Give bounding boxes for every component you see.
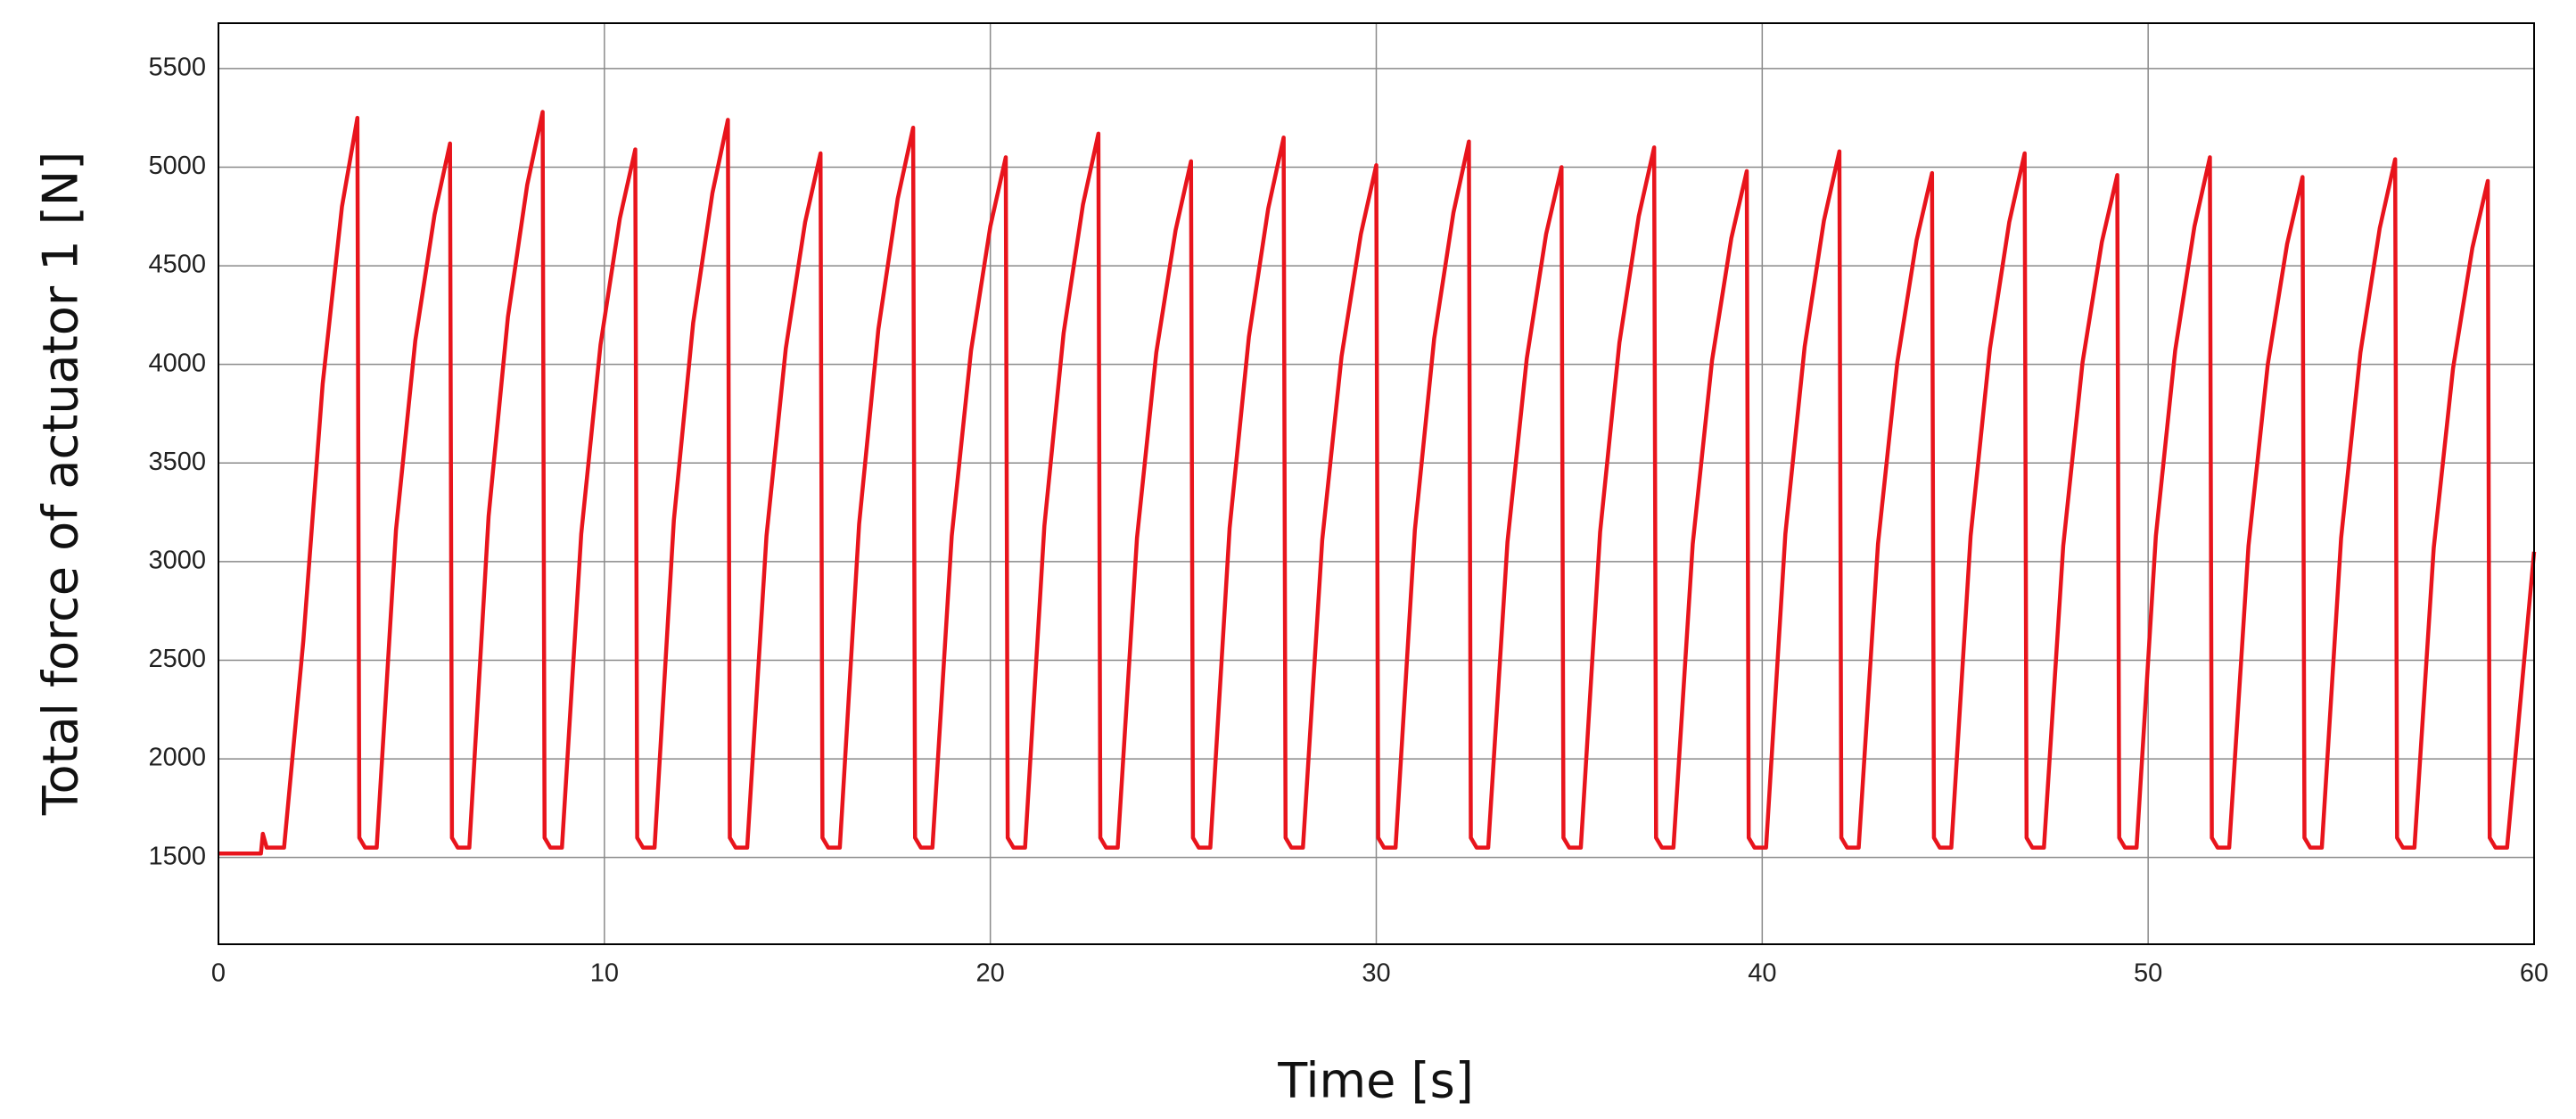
plot-area	[218, 110, 2537, 856]
y-tick-label: 4500	[148, 251, 206, 279]
x-axis-title: Time [s]	[1277, 1053, 1474, 1109]
y-tick-label: 4000	[148, 349, 206, 377]
x-tick-label: 0	[211, 959, 226, 988]
y-axis-title: Total force of actuator 1 [N]	[33, 152, 89, 817]
x-tick-label: 40	[1748, 959, 1776, 988]
tick-labels: 0 10 20 30 40 50 60 1500 2000 2500 3000 3500 4000 450…	[148, 53, 2548, 988]
x-tick-label: 20	[976, 959, 1005, 988]
x-tick-label: 10	[590, 959, 619, 988]
y-tick-label: 5000	[148, 152, 206, 180]
y-tick-label: 3000	[148, 547, 206, 575]
y-tick-label: 1500	[148, 842, 206, 870]
y-tick-label: 2000	[148, 744, 206, 772]
y-tick-label: 3500	[148, 448, 206, 476]
y-tick-label: 5500	[148, 53, 206, 82]
x-tick-label: 60	[2520, 959, 2548, 988]
x-tick-label: 30	[1362, 959, 1390, 988]
data-line	[218, 110, 2537, 856]
y-tick-label: 2500	[148, 645, 206, 673]
x-tick-label: 50	[2134, 959, 2162, 988]
plot-frame	[218, 22, 2535, 945]
